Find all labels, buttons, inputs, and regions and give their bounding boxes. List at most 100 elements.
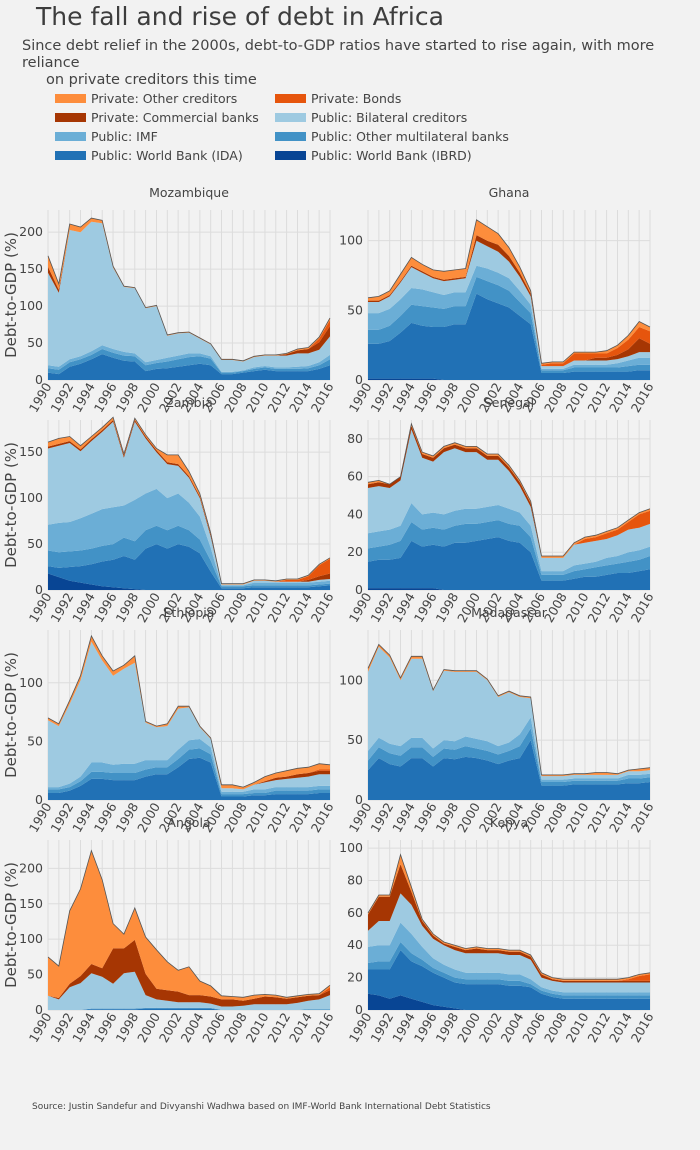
area-public-bilateral-creditors [368,240,650,369]
y-tick-label: 200 [19,860,43,875]
area-private-commercial-banks [368,235,650,367]
legend-swatch [55,150,86,160]
panel-title: Kenya [490,815,528,830]
area-public-other-multilateral-banks [368,520,650,581]
y-tick-label: 150 [19,261,43,276]
chart-title: The fall and rise of debt in Africa [36,2,444,31]
area-public-imf [368,503,650,575]
y-tick-label: 50 [27,733,43,748]
legend-item-public-imf[interactable]: Public: IMF [55,127,158,145]
area-public-world-bank-ida [48,354,330,380]
y-tick-label: 20 [347,544,363,559]
area-private-commercial-banks [48,939,330,1007]
legend-swatch [55,131,86,141]
panel-title: Senegal [484,395,534,410]
area-public-world-bank-ibrd [48,573,330,590]
panel-ethiopia: Ethiopia05010019901992199419961998200020… [2,605,337,835]
y-tick-label: 50 [27,536,43,551]
total-outline [47,217,331,362]
legend-label: Private: Bonds [311,90,402,106]
y-tick-label: 100 [19,490,43,505]
area-public-other-multilateral-banks [48,1007,330,1010]
total-outline [47,634,331,788]
y-tick-label: 50 [27,335,43,350]
area-public-imf [48,345,330,373]
panel-title: Angola [167,815,210,830]
area-public-other-multilateral-banks [48,525,330,589]
legend-item-public-world-bank-ibrd[interactable]: Public: World Bank (IBRD) [275,146,472,164]
legend-item-public-other-multilateral-banks[interactable]: Public: Other multilateral banks [275,127,509,145]
area-public-bilateral-creditors [48,971,330,1010]
area-public-other-multilateral-banks [48,349,330,375]
legend-label: Public: World Bank (IDA) [91,147,243,163]
x-tick-label: 2016 [308,380,337,415]
y-tick-label: 0 [355,792,363,807]
y-tick-label: 50 [347,732,363,747]
y-tick-label: 0 [355,582,363,597]
legend-item-private-other-creditors[interactable]: Private: Other creditors [55,89,237,107]
area-public-bilateral-creditors [48,221,330,372]
legend-item-private-bonds[interactable]: Private: Bonds [275,89,401,107]
area-public-imf [368,265,650,371]
total-outline [367,219,651,364]
legend-label: Public: Bilateral creditors [311,109,468,125]
y-tick-label: 40 [347,937,363,952]
panel-title: Ghana [489,185,530,200]
area-public-world-bank-ida [368,950,650,1010]
legend-item-public-world-bank-ida[interactable]: Public: World Bank (IDA) [55,146,243,164]
y-tick-label: 100 [339,233,363,248]
y-tick-label: 0 [35,1002,43,1017]
panel-title: Madagascar [471,605,548,620]
y-tick-label: 0 [355,1002,363,1017]
chart-subtitle: Since debt relief in the 2000s, debt-to-… [22,38,698,89]
x-tick-label: 2016 [628,590,657,625]
y-tick-label: 100 [19,675,43,690]
panel-title: Zambia [165,395,212,410]
area-public-bilateral-creditors [368,646,650,780]
panel-title: Ethiopia [164,605,215,620]
area-private-other-creditors [368,219,650,365]
total-outline [367,853,651,980]
source-note: Source: Justin Sandefur and Divyanshi Wa… [32,1102,491,1112]
y-tick-label: 100 [339,672,363,687]
chart-grid: Mozambique050100150200199019921994199619… [2,185,657,1045]
legend-item-private-commercial-banks[interactable]: Private: Commercial banks [55,108,259,126]
x-tick-label: 2016 [308,800,337,835]
y-tick-label: 200 [19,224,43,239]
y-tick-label: 80 [347,872,363,887]
legend-swatch [55,112,86,122]
area-public-world-bank-ibrd [368,588,650,590]
area-private-other-creditors [48,850,330,1001]
total-outline [47,416,331,584]
y-tick-label: 150 [19,896,43,911]
y-tick-label: 0 [35,582,43,597]
y-axis-label: Debt-to-GDP (%) [2,442,20,568]
legend-label: Public: World Bank (IBRD) [311,147,472,163]
total-outline [367,422,651,557]
area-public-bilateral-creditors [368,429,650,572]
y-axis-label: Debt-to-GDP (%) [2,652,20,778]
y-tick-label: 60 [347,469,363,484]
y-tick-label: 100 [19,931,43,946]
area-public-world-bank-ibrd [368,993,650,1010]
subtitle-line-2: on private creditors this time [46,72,257,88]
area-public-world-bank-ida [48,544,330,590]
panel-kenya: Kenya02040608010019901992199419961998200… [339,815,656,1045]
area-public-imf [368,922,650,996]
area-public-bilateral-creditors [48,641,330,792]
area-public-other-multilateral-banks [368,276,650,373]
panel-angola: Angola0501001502001990199219941996199820… [2,815,337,1045]
x-tick-label: 2016 [628,1010,657,1045]
area-public-world-bank-ida [368,293,650,380]
legend-item-public-bilateral-creditors[interactable]: Public: Bilateral creditors [275,108,467,126]
y-tick-label: 0 [35,372,43,387]
area-public-bilateral-creditors [368,893,650,993]
legend-swatch [275,150,306,160]
area-private-commercial-banks [48,641,330,790]
area-public-world-bank-ida [368,740,650,800]
y-tick-label: 0 [355,372,363,387]
y-tick-label: 150 [19,444,43,459]
panel-zambia: Zambia0501001501990199219941996199820002… [2,395,337,625]
area-public-world-bank-ida [48,1008,330,1010]
legend-swatch [275,93,306,103]
